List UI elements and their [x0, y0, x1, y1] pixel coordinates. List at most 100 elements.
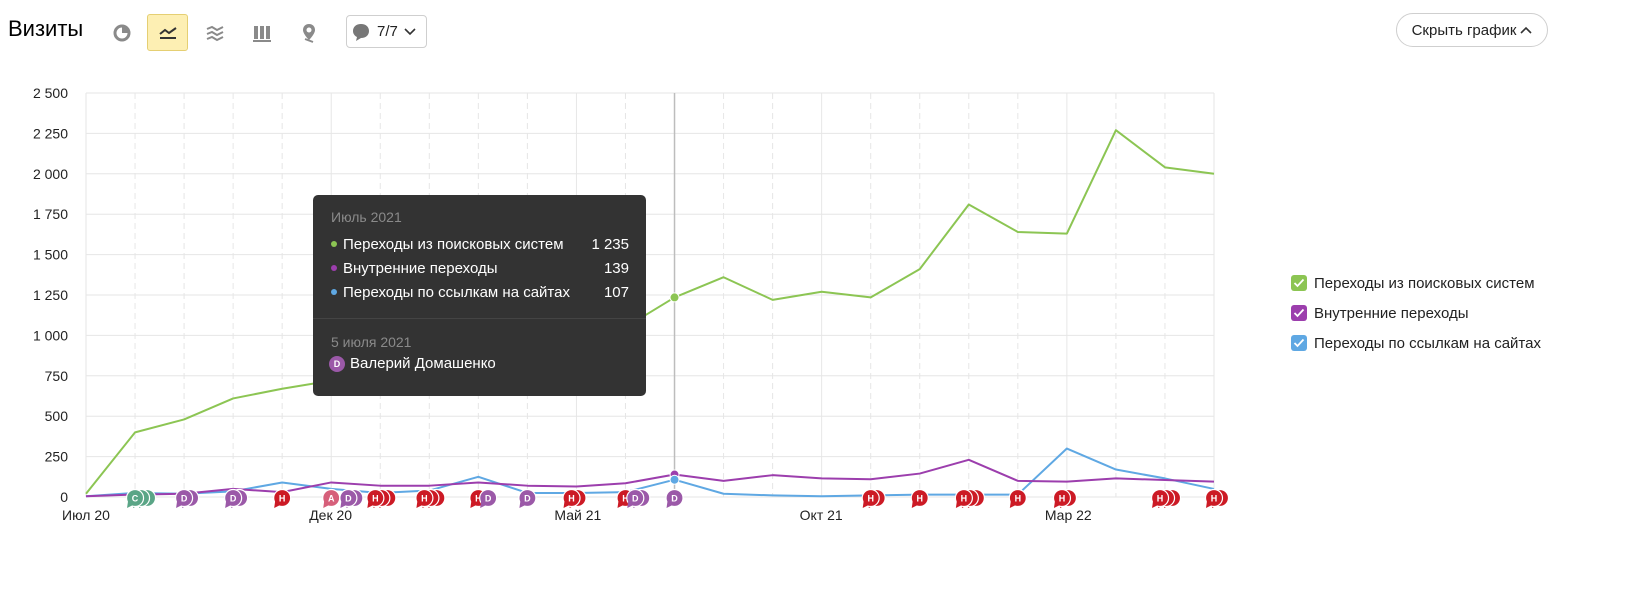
- annotation-label: H: [622, 494, 629, 504]
- tooltip-divider: [313, 318, 646, 319]
- pie-chart-icon: [113, 24, 130, 41]
- annotation-marker-tail: [1009, 501, 1016, 508]
- comments-dropdown[interactable]: 7/7: [346, 15, 427, 48]
- annotation-marker: [562, 488, 581, 508]
- annotation-label: A: [328, 494, 335, 504]
- checkmark-icon: [1293, 338, 1305, 348]
- checkmark-icon: [1293, 308, 1305, 318]
- annotation-label: H: [1059, 494, 1066, 504]
- annotation-marker: [273, 488, 292, 508]
- hide-chart-button[interactable]: Скрыть график: [1396, 13, 1548, 47]
- tooltip-row-value: 139: [603, 259, 629, 277]
- annotation-marker: [1052, 488, 1072, 508]
- legend-checkbox-search[interactable]: [1291, 275, 1307, 291]
- annotation-marker-tail: [367, 501, 374, 508]
- legend-item-links[interactable]: Переходы по ссылкам на сайтах: [1291, 328, 1541, 358]
- bar-chart-button[interactable]: [241, 14, 282, 51]
- annotation-marker: [1150, 488, 1170, 508]
- legend-checkbox-links[interactable]: [1291, 335, 1307, 351]
- tooltip-row-label: Внутренние переходы: [343, 259, 498, 277]
- line-chart-button[interactable]: [147, 14, 188, 51]
- annotation-label: D: [345, 494, 352, 504]
- annotation-label: H: [961, 494, 968, 504]
- x-tick-label: Дек 20: [309, 507, 352, 523]
- annotation-marker: [910, 488, 929, 508]
- annotation-marker-tail: [480, 501, 487, 508]
- legend-item-internal[interactable]: Внутренние переходы: [1291, 298, 1541, 328]
- annotation-marker: [665, 488, 684, 508]
- annotation-label: H: [916, 494, 923, 504]
- y-tick-label: 1 250: [33, 287, 68, 303]
- annotation-marker-tail: [274, 501, 281, 508]
- annotation-marker-tail: [911, 501, 918, 508]
- tooltip-note-date: 5 июля 2021: [331, 334, 412, 350]
- tooltip-row: Внутренние переходы 139: [331, 258, 629, 278]
- legend-checkbox-internal[interactable]: [1291, 305, 1307, 321]
- annotation-marker: [954, 488, 973, 508]
- legend-label: Переходы из поисковых систем: [1314, 274, 1535, 292]
- y-tick-label: 250: [45, 449, 69, 465]
- annotation-marker-tail: [225, 501, 232, 508]
- annotation-marker: [861, 488, 880, 508]
- annotation-marker-tail: [340, 501, 347, 508]
- map-button[interactable]: [288, 14, 329, 51]
- annotation-marker: [125, 488, 145, 508]
- x-tick-label: Окт 21: [800, 507, 843, 523]
- series-dot: [331, 289, 337, 295]
- x-tick-label: Мар 22: [1045, 507, 1092, 523]
- annotation-marker-tail: [519, 501, 526, 508]
- annotation-marker-tail: [955, 501, 962, 508]
- line-chart-icon: [158, 26, 177, 39]
- series-dot: [331, 265, 337, 271]
- annotation-label: D: [485, 494, 492, 504]
- page-title: Визиты: [8, 16, 84, 41]
- annotation-marker-tail: [617, 501, 624, 508]
- annotation-label: D: [524, 494, 531, 504]
- annotation-marker-tail: [176, 501, 183, 508]
- series-line: [85, 129, 1215, 495]
- y-tick-label: 2 250: [33, 125, 68, 141]
- pie-chart-button[interactable]: [101, 14, 142, 51]
- y-tick-label: 1 000: [33, 327, 68, 343]
- area-chart-button[interactable]: [194, 14, 235, 51]
- annotation-marker: [626, 488, 645, 508]
- y-tick-label: 0: [60, 489, 68, 505]
- author-badge: D: [329, 355, 345, 372]
- annotation-marker-tail: [416, 501, 423, 508]
- annotation-marker: [1204, 488, 1224, 508]
- checkmark-icon: [1293, 278, 1305, 288]
- hide-chart-label: Скрыть график: [1411, 21, 1517, 39]
- line-chart: 0 250 500 750 1 000 1 250 1 500 1 750 2 000 2 250…: [33, 85, 1230, 523]
- chevron-down-icon: [404, 27, 416, 35]
- annotation-label: H: [421, 494, 428, 504]
- tooltip-row-value: 107: [603, 283, 629, 301]
- tooltip-row: Переходы по ссылкам на сайтах 107: [331, 282, 629, 302]
- chevron-up-icon: [1520, 26, 1532, 34]
- annotation-marker-tail: [127, 501, 134, 508]
- chart-toolbar: Визиты: [0, 0, 1648, 64]
- annotation-marker-tail: [1206, 501, 1212, 508]
- tooltip-period: Июль 2021: [331, 209, 402, 225]
- annotation-marker-tail: [470, 501, 477, 508]
- comments-count: 7/7: [377, 23, 398, 40]
- area-chart-icon: [206, 25, 223, 41]
- annotation-label: H: [1157, 494, 1164, 504]
- tooltip-row-label: Переходы по ссылкам на сайтах: [343, 283, 570, 301]
- annotation-marker-tail: [563, 501, 570, 508]
- annotation-marker-tail: [666, 501, 673, 508]
- y-tick-label: 750: [45, 368, 69, 384]
- series-line: [85, 458, 1215, 498]
- tooltip-note-author: D Валерий Домашенко: [329, 355, 496, 372]
- tooltip-row: Переходы из поисковых систем 1 235: [331, 234, 629, 254]
- annotation-marker-tail: [627, 501, 634, 508]
- annotation-marker: [479, 488, 498, 508]
- annotation-label: D: [230, 494, 237, 504]
- legend-item-search[interactable]: Переходы из поисковых систем: [1291, 268, 1541, 298]
- annotation-label: H: [1015, 494, 1022, 504]
- series-line: [85, 447, 1215, 498]
- bar-chart-icon: [252, 25, 271, 42]
- annotation-label: H: [568, 494, 575, 504]
- annotation-label: H: [1211, 494, 1218, 504]
- annotation-marker-tail: [323, 501, 330, 508]
- map-pin-icon: [302, 23, 315, 43]
